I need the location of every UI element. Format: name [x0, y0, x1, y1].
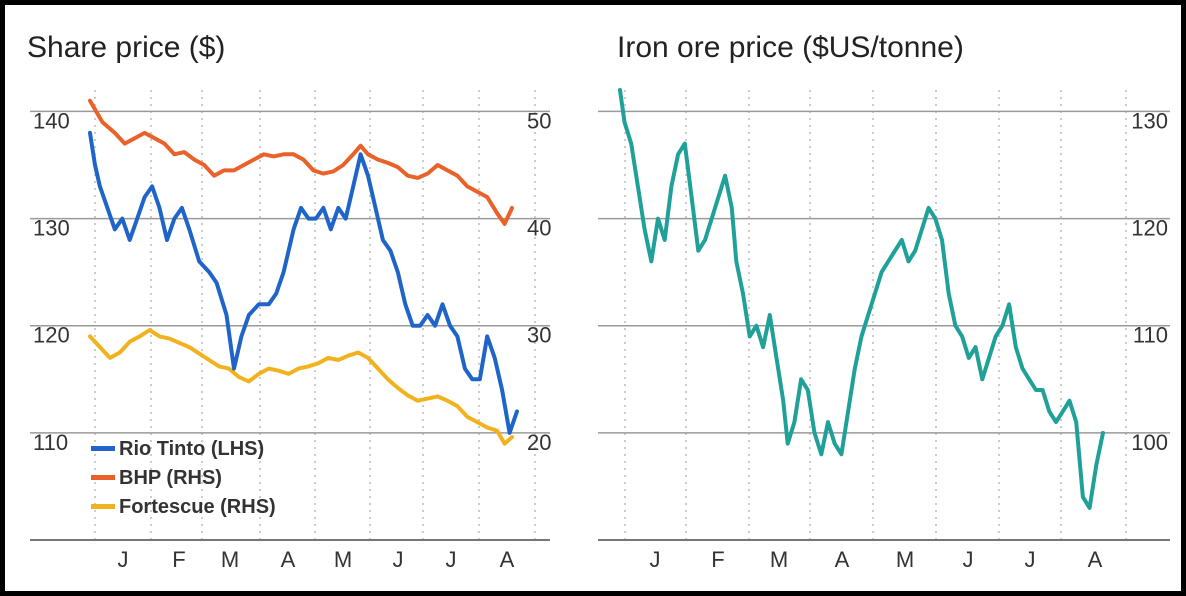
y-left-tick-label: 120 [33, 323, 70, 348]
y-right-tick-label: 50 [527, 108, 551, 133]
legend-swatch [91, 475, 115, 480]
y-right-tick-label: 130 [1131, 108, 1168, 133]
x-tick-label: F [711, 547, 724, 572]
legend-swatch [91, 504, 115, 509]
legend-label: Rio Tinto (LHS) [119, 438, 264, 460]
series-line-iron-ore [618, 88, 1105, 510]
x-tick-label: M [770, 547, 788, 572]
legend-label: Fortescue (RHS) [119, 496, 276, 518]
series-line-rio [88, 130, 519, 435]
share-price-chart: J F M A M J J A 110 20 120 30 130 40 140 50 [30, 90, 551, 572]
y-left-tick-label: 130 [33, 216, 70, 241]
series-line-fortescue [88, 328, 514, 446]
x-tick-label: A [1088, 547, 1103, 572]
x-tick-label: J [446, 547, 457, 572]
x-tick-label: A [500, 547, 515, 572]
y-right-tick-label: 20 [527, 430, 551, 455]
legend-swatch [91, 446, 115, 451]
iron-ore-title: Iron ore price ($US/tonne) [617, 31, 964, 64]
legend: Rio Tinto (LHS) BHP (RHS) Fortescue (RHS) [91, 438, 276, 518]
x-tick-label: J [393, 547, 404, 572]
series-line-bhp [88, 98, 514, 226]
legend-label: BHP (RHS) [119, 467, 222, 489]
y-right-tick-label: 120 [1131, 216, 1168, 241]
x-tick-label: J [1025, 547, 1036, 572]
share-price-title: Share price ($) [27, 31, 225, 64]
y-right-tick-label: 40 [527, 216, 551, 241]
x-tick-label: J [963, 547, 974, 572]
chart-panel: Share price ($) Iron ore price ($US/tonn… [5, 5, 1181, 591]
y-right-tick-label: 110 [1133, 323, 1168, 348]
iron-ore-chart: J F M A M J J A 100 110 120 130 [598, 88, 1170, 572]
x-tick-label: F [172, 547, 185, 572]
x-tick-label: A [835, 547, 850, 572]
x-tick-label: J [118, 547, 129, 572]
x-tick-label: M [334, 547, 352, 572]
x-tick-label: A [281, 547, 296, 572]
x-tick-label: M [896, 547, 914, 572]
x-tick-label: J [650, 547, 661, 572]
y-right-tick-label: 100 [1131, 430, 1168, 455]
y-right-tick-label: 30 [527, 323, 551, 348]
x-tick-label: M [221, 547, 239, 572]
y-left-tick-label: 110 [33, 430, 68, 455]
share-and-iron-ore-chart: Share price ($) Iron ore price ($US/tonn… [27, 31, 1170, 572]
y-left-tick-label: 140 [33, 108, 70, 133]
